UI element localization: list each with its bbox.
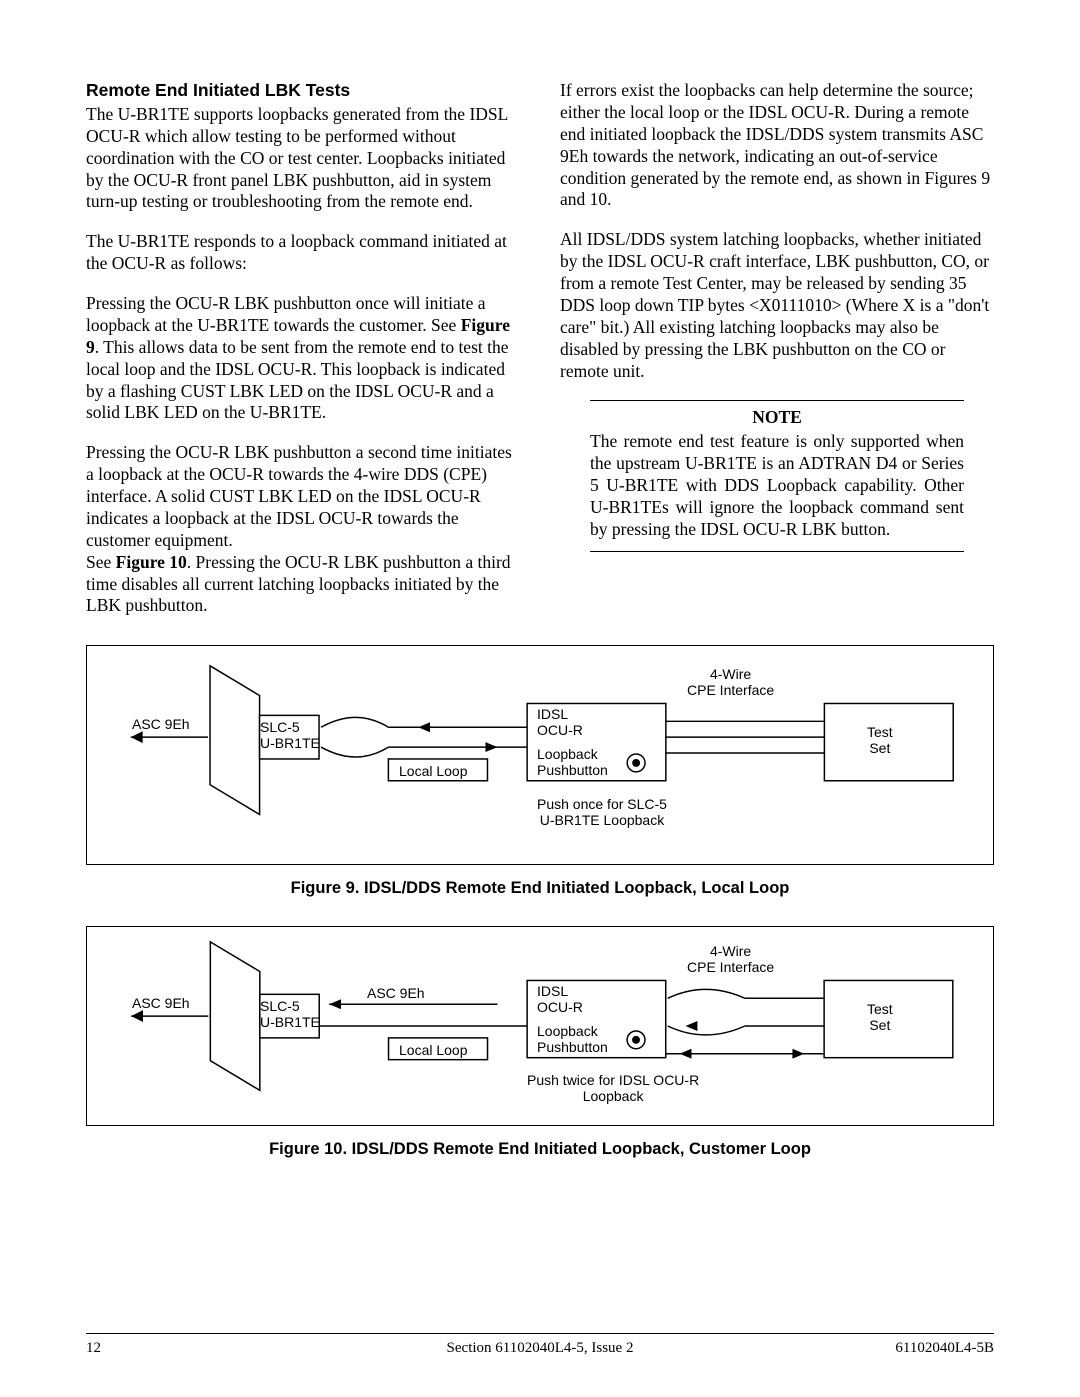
left-column: Remote End Initiated LBK Tests The U-BR1… [86, 80, 520, 617]
label-push-instruction: Push twice for IDSL OCU-R Loopback [527, 1072, 699, 1104]
note-rule-bottom [590, 551, 964, 552]
label-test-set: Test Set [867, 724, 893, 756]
text-run: . This allows data to be sent from the r… [86, 337, 509, 423]
label-asc: ASC 9Eh [132, 716, 190, 732]
two-column-text: Remote End Initiated LBK Tests The U-BR1… [86, 80, 994, 617]
label-cpe: 4-Wire CPE Interface [687, 666, 774, 698]
figure-reference: Figure 10 [116, 552, 187, 572]
figure-9-box: ASC 9Eh SLC-5 U-BR1TE Local Loop IDSL OC… [86, 645, 994, 865]
label-local-loop: Local Loop [399, 1042, 468, 1058]
note-rule-top [590, 400, 964, 401]
label-test-set: Test Set [867, 1001, 893, 1033]
label-loopback-pushbutton: Loopback Pushbutton [537, 746, 608, 778]
page: Remote End Initiated LBK Tests The U-BR1… [0, 0, 1080, 1397]
body-paragraph: Pressing the OCU-R LBK pushbutton a seco… [86, 442, 520, 617]
note-title: NOTE [560, 407, 994, 429]
text-run: Pressing the OCU-R LBK pushbutton a seco… [86, 442, 512, 550]
label-asc-mid: ASC 9Eh [367, 985, 425, 1001]
right-column: If errors exist the loopbacks can help d… [560, 80, 994, 617]
body-paragraph: The U-BR1TE supports loopbacks generated… [86, 104, 520, 213]
body-paragraph: If errors exist the loopbacks can help d… [560, 80, 994, 211]
label-idsl: IDSL OCU-R [537, 983, 583, 1015]
label-asc-left: ASC 9Eh [132, 995, 190, 1011]
figure-9: ASC 9Eh SLC-5 U-BR1TE Local Loop IDSL OC… [86, 645, 994, 898]
body-paragraph: The U-BR1TE responds to a loopback comma… [86, 231, 520, 275]
figure-9-caption: Figure 9. IDSL/DDS Remote End Initiated … [86, 879, 994, 898]
figure-10: ASC 9Eh ASC 9Eh SLC-5 U-BR1TE Local Loop… [86, 926, 994, 1159]
label-cpe: 4-Wire CPE Interface [687, 943, 774, 975]
label-local-loop: Local Loop [399, 763, 468, 779]
figure-10-caption: Figure 10. IDSL/DDS Remote End Initiated… [86, 1140, 994, 1159]
label-idsl: IDSL OCU-R [537, 706, 583, 738]
label-loopback-pushbutton: Loopback Pushbutton [537, 1023, 608, 1055]
label-push-instruction: Push once for SLC-5 U-BR1TE Loopback [537, 796, 667, 828]
body-paragraph: All IDSL/DDS system latching loopbacks, … [560, 229, 994, 382]
section-heading: Remote End Initiated LBK Tests [86, 80, 520, 102]
label-slc: SLC-5 U-BR1TE [260, 998, 320, 1030]
note-body: The remote end test feature is only supp… [590, 431, 964, 540]
figure-10-box: ASC 9Eh ASC 9Eh SLC-5 U-BR1TE Local Loop… [86, 926, 994, 1126]
text-run: See [86, 552, 116, 572]
body-paragraph: Pressing the OCU-R LBK pushbutton once w… [86, 293, 520, 424]
footer-section: Section 61102040L4-5, Issue 2 [86, 1340, 994, 1357]
page-footer: 12 Section 61102040L4-5, Issue 2 6110204… [86, 1333, 994, 1357]
text-run: Pressing the OCU-R LBK pushbutton once w… [86, 293, 486, 335]
label-slc: SLC-5 U-BR1TE [260, 719, 320, 751]
